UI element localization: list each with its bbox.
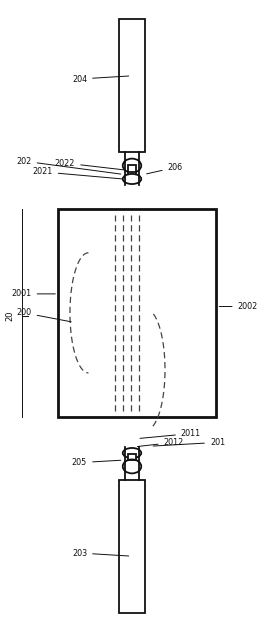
Text: 2022: 2022	[55, 159, 128, 170]
Text: 2012: 2012	[137, 438, 184, 447]
Text: 202: 202	[16, 157, 121, 174]
Ellipse shape	[123, 448, 141, 458]
Bar	[58, 209, 216, 417]
Bar	[128, 454, 136, 467]
Bar	[119, 19, 145, 152]
Text: 2011: 2011	[140, 429, 201, 439]
Text: 204: 204	[72, 75, 129, 83]
Text: 2021: 2021	[32, 167, 126, 179]
Text: 201: 201	[153, 438, 225, 447]
Text: 206: 206	[147, 163, 183, 174]
Text: 203: 203	[72, 549, 129, 557]
Text: 2002: 2002	[219, 302, 258, 311]
Text: 205: 205	[72, 458, 121, 467]
Ellipse shape	[123, 174, 141, 184]
Ellipse shape	[123, 459, 141, 473]
Text: 20: 20	[6, 311, 15, 321]
Ellipse shape	[123, 159, 141, 173]
Bar	[128, 165, 136, 178]
Bar	[119, 480, 145, 613]
Text: 200: 200	[17, 308, 71, 322]
Text: 2001: 2001	[12, 289, 55, 298]
